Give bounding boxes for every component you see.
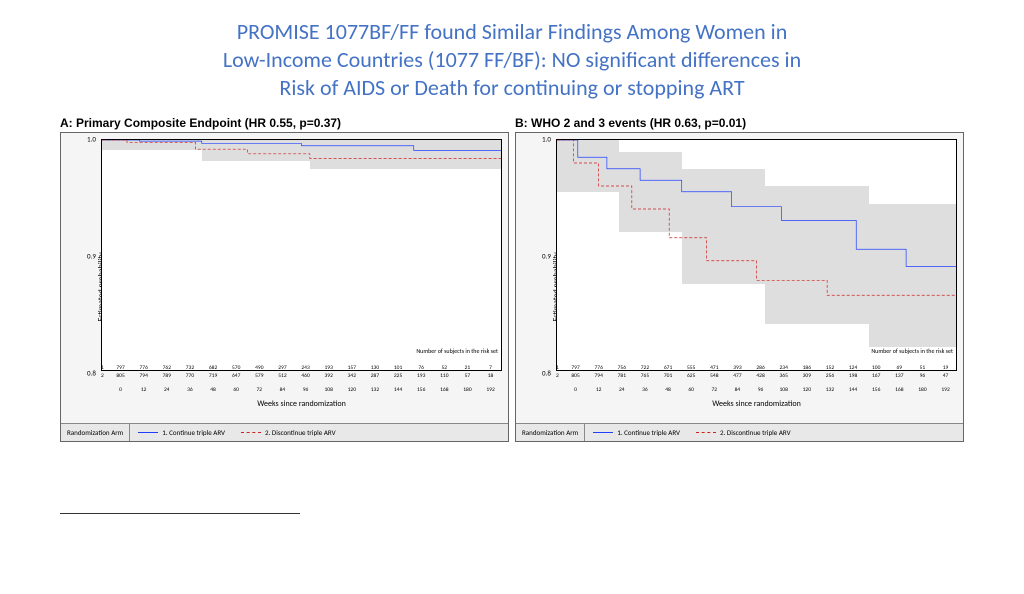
plot-area: [556, 139, 957, 371]
legend: Randomization Arm 1. Continue triple ARV 2…: [516, 423, 963, 441]
footer-rule: [60, 513, 300, 514]
y-tick: 1.0: [542, 135, 551, 144]
legend-swatch: [138, 432, 158, 433]
slide-title: PROMISE 1077BF/FF found Similar Findings…: [152, 18, 872, 102]
x-ticks: 0122436486072849610812013214415616818019…: [556, 387, 957, 393]
plot-area: [101, 139, 502, 371]
km-curves: [102, 140, 501, 370]
panel-a-box: Estimated probabilityNumber of subjects …: [60, 132, 509, 442]
panel-b-title: B: WHO 2 and 3 events (HR 0.63, p=0.01): [515, 116, 964, 130]
panel-a: A: Primary Composite Endpoint (HR 0.55, …: [60, 116, 509, 442]
legend-label: Randomization Arm: [516, 424, 585, 441]
x-axis-label: Weeks since randomization: [556, 399, 957, 409]
panel-b: B: WHO 2 and 3 events (HR 0.63, p=0.01) …: [515, 116, 964, 442]
legend-text: 1. Continue triple ARV: [162, 428, 225, 437]
charts-container: A: Primary Composite Endpoint (HR 0.55, …: [0, 112, 1024, 442]
panel-b-box: Estimated probabilityNumber of subjects …: [515, 132, 964, 442]
legend-swatch: [593, 432, 613, 433]
title-line-2: Low-Income Countries (1077 FF/BF): NO si…: [152, 46, 872, 74]
legend-item: 2. Discontinue triple ARV: [233, 428, 344, 437]
risk-caption: Number of subjects in the risk set: [871, 347, 953, 355]
km-curves: [557, 140, 956, 370]
km-curve-arm-1: [102, 140, 501, 150]
risk-row-1: 1797776762732682570490297243193157130101…: [101, 365, 502, 371]
risk-row-1: 1797776756722671555471393286234186152124…: [556, 365, 957, 371]
legend: Randomization Arm 1. Continue triple ARV 2…: [61, 423, 508, 441]
risk-caption: Number of subjects in the risk set: [416, 347, 498, 355]
legend-item: 1. Continue triple ARV: [585, 428, 688, 437]
title-line-1: PROMISE 1077BF/FF found Similar Findings…: [152, 18, 872, 46]
risk-row-2: 2805794781765701625548477428365309256198…: [556, 373, 957, 379]
legend-text: 1. Continue triple ARV: [617, 428, 680, 437]
legend-swatch: [696, 432, 716, 433]
y-tick: 1.0: [87, 135, 96, 144]
legend-text: 2. Discontinue triple ARV: [720, 428, 791, 437]
km-curve-arm-2: [557, 140, 956, 295]
title-line-3: Risk of AIDS or Death for continuing or …: [152, 74, 872, 102]
legend-text: 2. Discontinue triple ARV: [265, 428, 336, 437]
panel-a-title: A: Primary Composite Endpoint (HR 0.55, …: [60, 116, 509, 130]
x-ticks: 0122436486072849610812013214415616818019…: [101, 387, 502, 393]
km-curve-arm-2: [102, 140, 501, 158]
legend-swatch: [241, 432, 261, 433]
legend-item: 2. Discontinue triple ARV: [688, 428, 799, 437]
x-axis-label: Weeks since randomization: [101, 399, 502, 409]
y-tick: 0.9: [87, 252, 96, 261]
legend-label: Randomization Arm: [61, 424, 130, 441]
y-tick: 0.9: [542, 252, 551, 261]
y-tick: 0.8: [542, 369, 551, 378]
km-curve-arm-1: [557, 140, 956, 267]
risk-row-2: 2805794789770719647579512460392342287225…: [101, 373, 502, 379]
legend-item: 1. Continue triple ARV: [130, 428, 233, 437]
y-tick: 0.8: [87, 369, 96, 378]
